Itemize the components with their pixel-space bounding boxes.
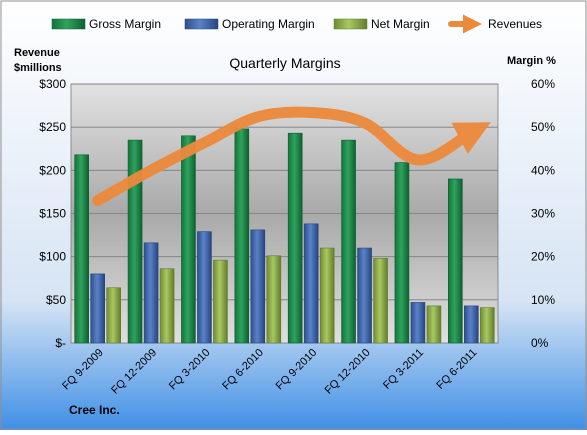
bar-operating-margin — [197, 231, 212, 344]
legend-operating-margin: Operating Margin — [222, 17, 315, 31]
left-tick-label: $250 — [39, 120, 66, 134]
legend-gross-margin-swatch — [51, 18, 86, 30]
right-tick-label: 20% — [531, 250, 555, 264]
bar-net-margin — [319, 247, 335, 344]
bar-operating-margin — [143, 242, 159, 344]
bar-operating-margin — [357, 247, 372, 344]
revenue-line — [92, 106, 491, 207]
left-tick-label: $50 — [46, 293, 66, 307]
right-axis-ticks: 0% 10% 20% 30% 40% 50% 60% — [531, 77, 555, 350]
bar-net-margin — [480, 307, 495, 344]
left-tick-label: $200 — [39, 163, 66, 177]
legend: Gross Margin Operating Margin Net Margin… — [51, 14, 542, 34]
right-tick-label: 0% — [531, 336, 549, 350]
right-tick-label: 60% — [531, 77, 555, 91]
chart-title: Quarterly Margins — [229, 55, 340, 71]
bar-gross-margin — [448, 178, 463, 344]
legend-gross-margin: Gross Margin — [89, 17, 161, 31]
bar-operating-margin — [90, 273, 105, 344]
bar-operating-margin — [464, 305, 479, 344]
bar-gross-margin — [74, 154, 89, 344]
bar-net-margin — [266, 255, 282, 344]
legend-revenues: Revenues — [488, 17, 542, 31]
company-name: Cree Inc. — [69, 403, 120, 417]
left-tick-label: $- — [55, 336, 66, 350]
bars — [74, 128, 495, 344]
left-tick-label: $150 — [39, 207, 66, 221]
right-tick-label: 50% — [531, 120, 555, 134]
right-tick-label: 10% — [531, 293, 555, 307]
bar-net-margin — [106, 287, 121, 344]
bar-net-margin — [213, 259, 228, 344]
bar-gross-margin — [181, 135, 196, 344]
legend-net-margin: Net Margin — [371, 17, 430, 31]
left-tick-label: $300 — [39, 77, 66, 91]
bar-net-margin — [373, 258, 388, 344]
right-tick-label: 30% — [531, 207, 555, 221]
bar-net-margin — [159, 268, 175, 344]
left-axis-label-line1: Revenue — [14, 47, 60, 59]
left-axis-ticks: $- $50 $100 $150 $200 $250 $300 — [39, 77, 66, 350]
bar-gross-margin — [341, 139, 356, 344]
left-tick-label: $100 — [39, 250, 66, 264]
bar-operating-margin — [250, 229, 266, 344]
right-tick-label: 40% — [531, 163, 555, 177]
bar-gross-margin — [287, 132, 303, 344]
bar-operating-margin — [410, 302, 426, 344]
bar-gross-margin — [234, 128, 250, 344]
bar-operating-margin — [303, 223, 319, 344]
bar-gross-margin — [127, 139, 143, 344]
left-axis-label-line2: $millions — [14, 62, 62, 74]
legend-operating-margin-swatch — [184, 18, 219, 30]
legend-net-margin-swatch — [333, 18, 368, 30]
bar-net-margin — [426, 305, 442, 344]
revenue-line-group — [92, 106, 491, 207]
right-axis-label: Margin % — [507, 55, 556, 67]
bar-gross-margin — [394, 162, 410, 344]
